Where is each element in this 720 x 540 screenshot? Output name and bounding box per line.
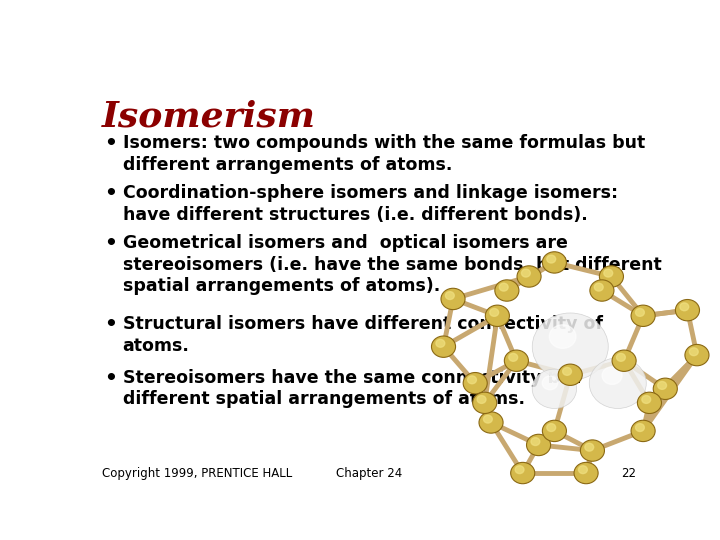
Text: •: • — [104, 315, 117, 334]
Circle shape — [685, 345, 709, 366]
Text: Structural isomers have different connectivity of
atoms.: Structural isomers have different connec… — [122, 315, 603, 355]
Circle shape — [431, 336, 456, 357]
Text: Chapter 24: Chapter 24 — [336, 467, 402, 480]
Circle shape — [599, 266, 624, 287]
Circle shape — [602, 367, 622, 384]
Circle shape — [467, 376, 477, 384]
Text: •: • — [104, 184, 117, 203]
Circle shape — [546, 423, 556, 431]
Text: Copyright 1999, PRENTICE HALL: Copyright 1999, PRENTICE HALL — [102, 467, 292, 480]
Circle shape — [574, 462, 598, 484]
Circle shape — [590, 280, 614, 301]
Circle shape — [636, 308, 644, 316]
Circle shape — [504, 350, 528, 372]
Text: Geometrical isomers and  optical isomers are
stereoisomers (i.e. have the same b: Geometrical isomers and optical isomers … — [122, 234, 661, 295]
Circle shape — [637, 392, 662, 414]
Circle shape — [680, 303, 689, 310]
Circle shape — [517, 266, 541, 287]
Circle shape — [472, 392, 497, 414]
Circle shape — [542, 252, 567, 273]
Circle shape — [589, 358, 647, 408]
Circle shape — [558, 364, 582, 386]
Circle shape — [436, 339, 445, 347]
Circle shape — [616, 353, 626, 361]
Circle shape — [675, 300, 700, 321]
Circle shape — [580, 440, 605, 461]
Circle shape — [594, 283, 603, 291]
Circle shape — [499, 283, 508, 291]
Circle shape — [463, 373, 487, 394]
Circle shape — [642, 395, 651, 403]
Circle shape — [689, 348, 698, 356]
Circle shape — [612, 350, 636, 372]
Circle shape — [509, 353, 518, 361]
Circle shape — [546, 255, 556, 263]
Circle shape — [542, 420, 567, 442]
Text: Isomerism: Isomerism — [102, 99, 315, 133]
Circle shape — [542, 376, 558, 390]
Circle shape — [510, 462, 535, 484]
Text: Isomers: two compounds with the same formulas but
different arrangements of atom: Isomers: two compounds with the same for… — [122, 134, 645, 173]
Circle shape — [490, 308, 499, 316]
Text: •: • — [104, 234, 117, 253]
Circle shape — [531, 437, 540, 446]
Circle shape — [657, 381, 667, 389]
Circle shape — [515, 465, 524, 474]
Circle shape — [585, 443, 594, 451]
Circle shape — [441, 288, 465, 309]
Circle shape — [477, 395, 486, 403]
Circle shape — [532, 313, 608, 380]
Circle shape — [483, 415, 492, 423]
Circle shape — [549, 325, 576, 348]
Circle shape — [631, 305, 655, 327]
Circle shape — [532, 369, 577, 408]
Text: •: • — [104, 134, 117, 153]
Circle shape — [631, 420, 655, 442]
Circle shape — [562, 367, 572, 375]
Circle shape — [479, 412, 503, 433]
Circle shape — [495, 280, 519, 301]
Circle shape — [578, 465, 588, 474]
Circle shape — [521, 269, 531, 277]
Text: 22: 22 — [621, 467, 636, 480]
Circle shape — [636, 423, 644, 431]
Circle shape — [526, 434, 551, 456]
Text: Stereoisomers have the same connectivity but
different spatial arrangements of a: Stereoisomers have the same connectivity… — [122, 369, 580, 408]
Circle shape — [604, 269, 613, 277]
Text: Coordination-sphere isomers and linkage isomers:
have different structures (i.e.: Coordination-sphere isomers and linkage … — [122, 184, 618, 224]
Text: •: • — [104, 369, 117, 388]
Circle shape — [653, 378, 678, 400]
Circle shape — [485, 305, 510, 327]
Circle shape — [446, 292, 454, 300]
